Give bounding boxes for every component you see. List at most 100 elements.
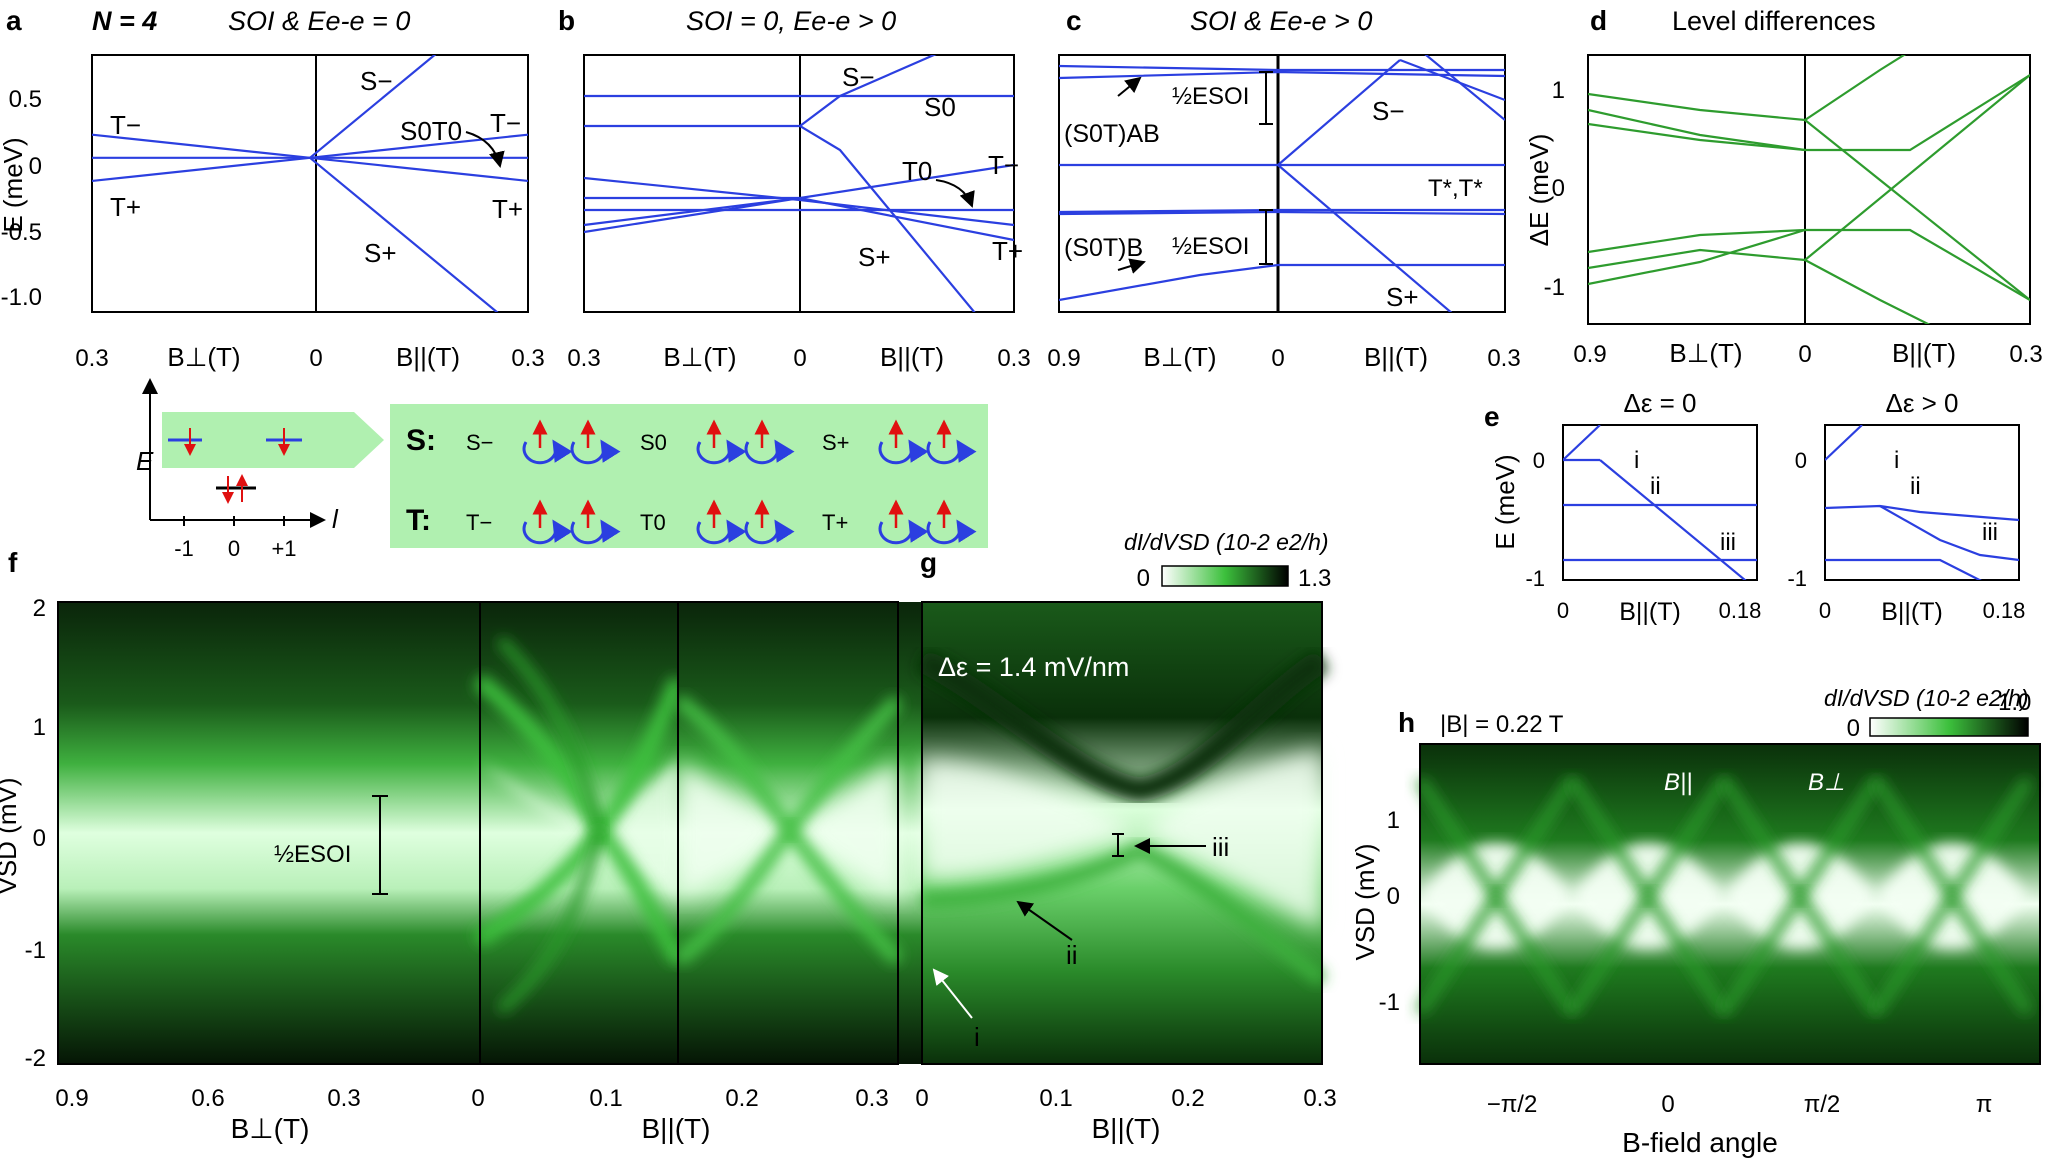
panel-c-annot-b: (S0T)B: [1064, 234, 1143, 262]
state-label: T+: [992, 236, 1023, 266]
panel-f-ytick: -2: [25, 1045, 46, 1072]
panel-c-xtick: 0: [1271, 345, 1284, 372]
panel-a-n: N = 4: [92, 6, 157, 36]
state-label: S−: [1372, 96, 1405, 126]
energy-line: [1825, 504, 2019, 522]
panel-b-xtick: 0: [793, 345, 806, 372]
state-label: S+: [1386, 282, 1419, 312]
panel-h-ytick: 0: [1387, 883, 1400, 910]
state-label: S−: [842, 62, 875, 92]
panel-a-ytick: -0.5: [1, 219, 42, 246]
panel-g-label: iii: [1212, 832, 1229, 862]
panel-c-xlabel-right: B||(T): [1364, 342, 1428, 372]
panel-f-xtick: 0.1: [589, 1085, 622, 1112]
energy-line: [1879, 505, 2019, 562]
panel-d-ytick: 0: [1552, 175, 1565, 202]
orbital-icon: [522, 439, 573, 465]
difference-line: [1588, 122, 1806, 152]
panel-f-xlabel-right: B||(T): [642, 1113, 711, 1144]
panel-d-xtick: 0.9: [1573, 341, 1606, 368]
panel-g-xtick: 0.1: [1039, 1085, 1072, 1112]
energy-line: [1825, 558, 1982, 580]
panel-d-ytick: -1: [1544, 274, 1565, 301]
panel-g: g Δε = 1.4 mV/nm iii ii i 0 0.1 0.2 0.3 …: [673, 529, 1337, 1144]
triplet-name: T0: [640, 510, 666, 535]
singlet-name: S−: [466, 430, 494, 455]
state-label: S+: [364, 238, 397, 268]
schematic-l-label: l: [332, 504, 339, 534]
energy-line: [1424, 55, 1505, 121]
panel-a-xlabel-right: B||(T): [396, 342, 460, 372]
orbital-icon: [926, 439, 977, 465]
crossing-line: [1415, 886, 1577, 1015]
panel-d-ytick: 1: [1552, 77, 1565, 104]
panel-label-b: b: [558, 5, 575, 36]
difference-line: [1588, 228, 2030, 301]
panel-b-xlabel-right: B||(T): [880, 342, 944, 372]
panel-b-xtick: 0.3: [997, 345, 1030, 372]
panel-d-xlabel-right: B||(T): [1892, 338, 1956, 368]
panel-c: c SOI & Ee-e > 0 0.9 0 0.3 B⊥(T) B||(T) …: [1047, 5, 1520, 372]
difference-line: [1588, 228, 1806, 286]
panel-g-label: ii: [1066, 940, 1078, 970]
triplet-name: T+: [822, 510, 848, 535]
difference-line: [1804, 119, 2030, 301]
state-label: S0: [924, 92, 956, 122]
colorbar-max: 1.3: [1298, 565, 1331, 592]
panel-e-ytick: -1: [1787, 566, 1807, 591]
panel-h-ylabel: VSD (mV): [1350, 844, 1380, 961]
panel-h: h |B| = 0.22 T dI/dVSD (10-2 e2/h) 0 1.0…: [1350, 685, 2041, 1158]
state-label: T−: [988, 150, 1019, 180]
energy-line: [1059, 263, 1505, 302]
panel-label-a: a: [6, 5, 22, 36]
panel-d-xtick: 0: [1798, 341, 1811, 368]
panel-c-xtick: 0.3: [1487, 345, 1520, 372]
orbital-icon: [744, 519, 795, 545]
panel-c-half-esoi: ½ESOI: [1172, 83, 1249, 110]
panel-h-mark: B⊥: [1808, 769, 1845, 796]
panel-c-xlabel-left: B⊥(T): [1143, 342, 1216, 372]
panel-a-title: SOI & Ee-e = 0: [228, 6, 410, 36]
panel-f-map: [58, 602, 678, 1064]
energy-line: [309, 156, 499, 312]
state-label: S0T0: [400, 116, 462, 146]
panel-e-xtick: 0.18: [1983, 598, 2026, 623]
panel-e-right-lines: [1825, 425, 2019, 580]
crossing-line: [1871, 886, 2033, 1015]
panel-h-xtick: π: [1976, 1091, 1993, 1118]
panel-e-left-frame: [1562, 424, 1758, 581]
difference-line: [1588, 74, 2030, 152]
panel-label-e: e: [1484, 401, 1500, 432]
panel-h-mark: B||: [1664, 769, 1692, 796]
panel-d-title: Level differences: [1672, 6, 1876, 36]
panel-a-ylabel: E (meV): [0, 137, 28, 232]
panel-f: f ½ESOI 2 1 0 -1 -2 VSD (mV) 0.9 0.6 0.3…: [0, 547, 889, 1144]
energy-line: [92, 133, 311, 159]
orbital-icon: [570, 519, 621, 545]
panel-f-xtick: 0.3: [855, 1085, 888, 1112]
panel-b: b SOI = 0, Ee-e > 0 0.3 0 0.3 B⊥(T) B||(…: [558, 5, 1031, 372]
panel-a-ytick: -1.0: [1, 284, 42, 311]
panel-f-ylabel: VSD (mV): [0, 778, 22, 895]
panel-e-xtick: 0.18: [1719, 598, 1762, 623]
panel-e-annot: i: [1894, 447, 1899, 474]
state-label: S+: [858, 242, 891, 272]
panel-b-xtick: 0.3: [567, 345, 600, 372]
panel-e-annot: iii: [1982, 519, 1998, 546]
panel-f-right-frame: [677, 601, 899, 1065]
panel-e-right-title: Δε > 0: [1885, 388, 1958, 418]
panel-c-half-esoi: ½ESOI: [1172, 233, 1249, 260]
energy-line: [584, 176, 1014, 227]
panel-b-arrow: [935, 179, 975, 208]
orbital-icon: [926, 519, 977, 545]
energy-line: [309, 156, 528, 183]
panel-f-ytick: 2: [33, 595, 46, 622]
panel-g-xtick: 0.3: [1303, 1085, 1336, 1112]
panel-a-xtick: 0: [309, 345, 322, 372]
orbital-icon: [696, 519, 747, 545]
orbital-icon: [696, 439, 747, 465]
panel-h-xtick: −π/2: [1487, 1091, 1538, 1118]
panel-e: e Δε = 0 Δε > 0 0 -1 0 -1 E (meV) 0 0.18…: [1484, 388, 2025, 626]
panel-e-ytick: 0: [1795, 448, 1807, 473]
